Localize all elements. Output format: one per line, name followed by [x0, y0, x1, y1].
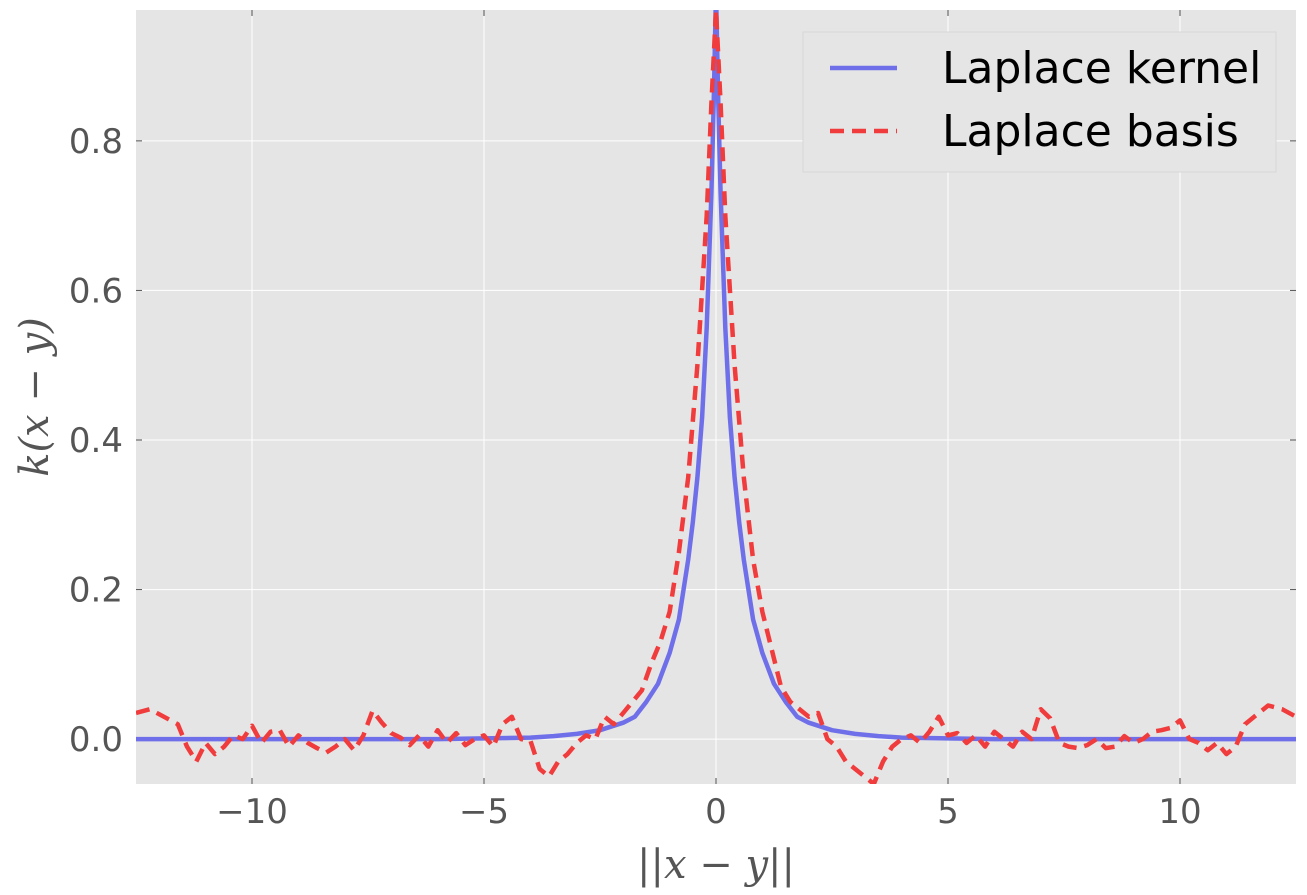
series-line-laplace-basis [136, 10, 1296, 784]
legend-label-laplace-kernel: Laplace kernel [942, 43, 1261, 94]
x-tick-label: 5 [937, 792, 959, 832]
legend: Laplace kernel Laplace basis [802, 31, 1277, 173]
x-tick-label: −10 [216, 792, 288, 832]
x-tick-label: 10 [1158, 792, 1201, 832]
legend-label-laplace-basis: Laplace basis [942, 106, 1239, 157]
series-layer [136, 10, 1296, 784]
y-axis-label: k(x − y) [12, 317, 58, 477]
x-tick-label: −5 [459, 792, 509, 832]
tick-labels: −10 −5 0 5 10 0.0 0.2 0.4 0.6 0.8 [69, 122, 1202, 832]
x-tick-label: 0 [705, 792, 727, 832]
y-tick-label: 0.8 [69, 122, 123, 162]
y-tick-label: 0.2 [69, 571, 123, 611]
x-axis-label: ||x − y|| [637, 842, 795, 888]
series-line-laplace-kernel [136, 10, 1296, 742]
y-tick-label: 0.0 [69, 720, 123, 760]
y-tick-label: 0.6 [69, 271, 123, 311]
legend-box [802, 31, 1277, 173]
y-tick-label: 0.4 [69, 421, 123, 461]
